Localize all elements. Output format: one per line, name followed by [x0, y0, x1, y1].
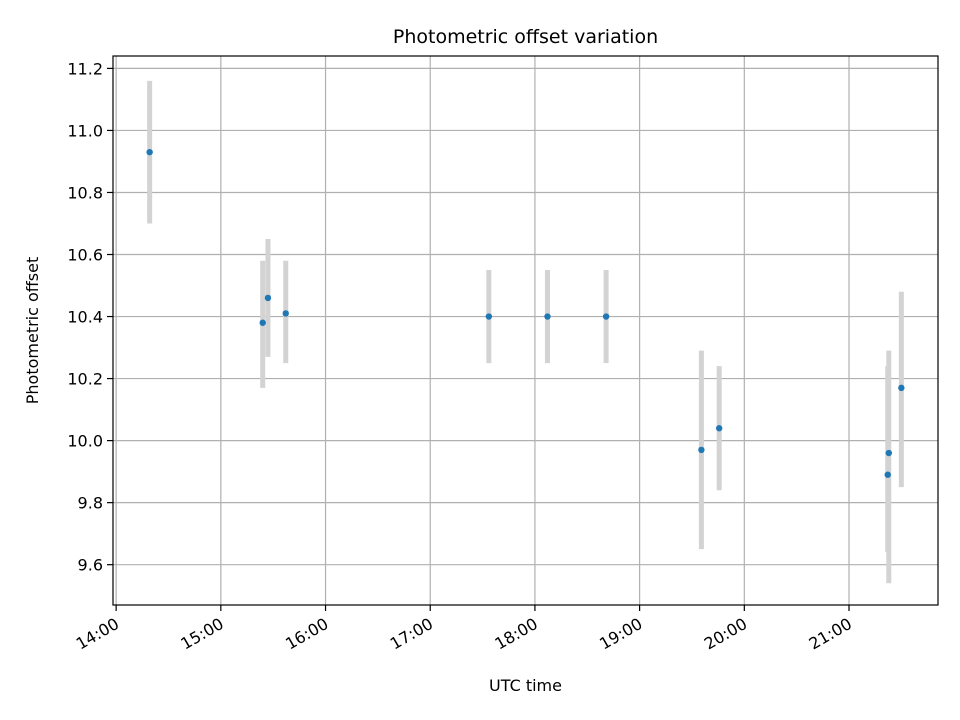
x-tick-label: 14:00 [73, 614, 122, 654]
x-axis-label: UTC time [489, 676, 562, 695]
x-tick-label: 17:00 [387, 614, 436, 654]
data-point [715, 425, 723, 432]
y-tick-label: 9.6 [78, 556, 103, 575]
data-point [146, 148, 153, 156]
x-tick-label: 15:00 [177, 614, 226, 654]
y-tick-label: 10.4 [67, 308, 103, 327]
x-tick-label: 18:00 [491, 614, 540, 654]
data-point [602, 313, 610, 320]
y-tick-label: 11.2 [67, 59, 103, 78]
x-tick-label: 19:00 [596, 614, 645, 654]
y-tick-label: 10.2 [67, 370, 103, 389]
errorbars [147, 80, 904, 584]
data-point [485, 313, 493, 320]
y-tick-label: 10.0 [67, 432, 103, 451]
data-points [146, 148, 905, 478]
data-point [264, 294, 272, 302]
data-point [544, 313, 551, 320]
grid [113, 56, 938, 605]
x-tick-label: 20:00 [701, 614, 750, 654]
y-tick-label: 11.0 [67, 121, 103, 140]
y-tick-label: 10.6 [67, 246, 103, 265]
x-tick-label: 21:00 [806, 614, 855, 654]
y-tick-label: 10.8 [67, 183, 103, 202]
data-point [259, 319, 266, 326]
x-tick-label: 16:00 [282, 614, 331, 654]
y-tick-label: 9.8 [78, 494, 103, 513]
data-point [282, 310, 289, 317]
data-point [898, 384, 905, 392]
data-point [884, 471, 891, 478]
y-axis-label: Photometric offset [23, 257, 42, 405]
plot-frame [112, 55, 939, 606]
data-point [698, 446, 705, 454]
data-point [885, 449, 892, 457]
chart-title: Photometric offset variation [393, 26, 658, 48]
